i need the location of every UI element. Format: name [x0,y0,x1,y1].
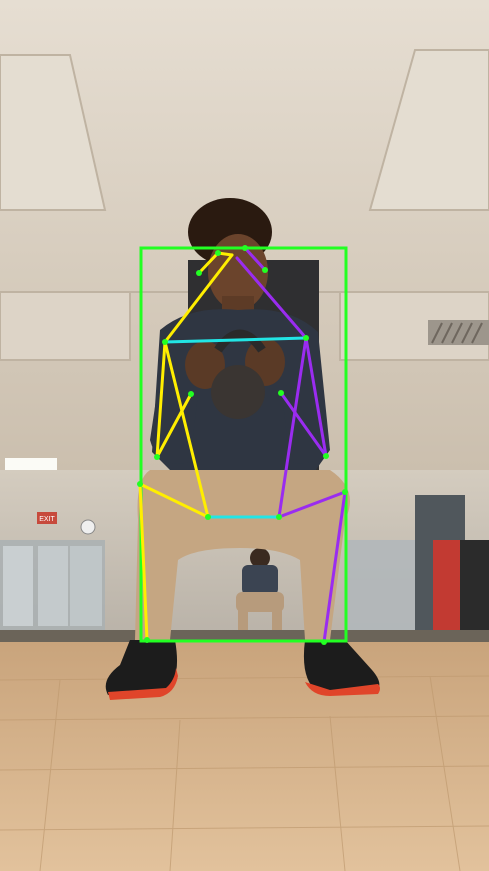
keypoint [242,245,248,251]
ac-vent [428,320,489,345]
keypoint [323,453,329,459]
right-arm [282,340,328,464]
keypoint [137,481,143,487]
left-shoe [105,640,178,695]
torso-skeleton [164,336,307,519]
floor [0,642,489,871]
kettlebell [211,365,265,419]
glass-partitions [0,495,489,635]
keypoint [276,514,282,520]
right-skeleton [235,246,347,644]
pose-overlay [137,245,348,645]
keypoint [205,514,211,520]
keypoint [188,391,194,397]
wall-clock [80,519,96,535]
exit-sign [37,512,57,524]
keypoint [154,454,160,460]
keypoint [215,250,221,256]
right-shoe [303,640,380,692]
right-shoe-sole [305,682,380,696]
keypoint [278,390,284,396]
exit-sign-text: EXIT [39,516,55,523]
left-shoe-sole [108,668,178,700]
keypoint [162,339,168,345]
keypoint [262,267,268,273]
left-hand [185,341,225,389]
baseboard [0,630,489,644]
kettlebell-handle [214,329,266,353]
pants [135,470,350,640]
keypoint [342,489,348,495]
keypoint [303,335,309,341]
left-skeleton [138,251,234,642]
keypoint [196,270,202,276]
reflection-person [236,548,284,636]
keypoint [321,639,327,645]
keypoints [137,245,348,645]
keypoint [144,637,150,643]
person [105,198,380,700]
floor-planks [0,675,489,871]
